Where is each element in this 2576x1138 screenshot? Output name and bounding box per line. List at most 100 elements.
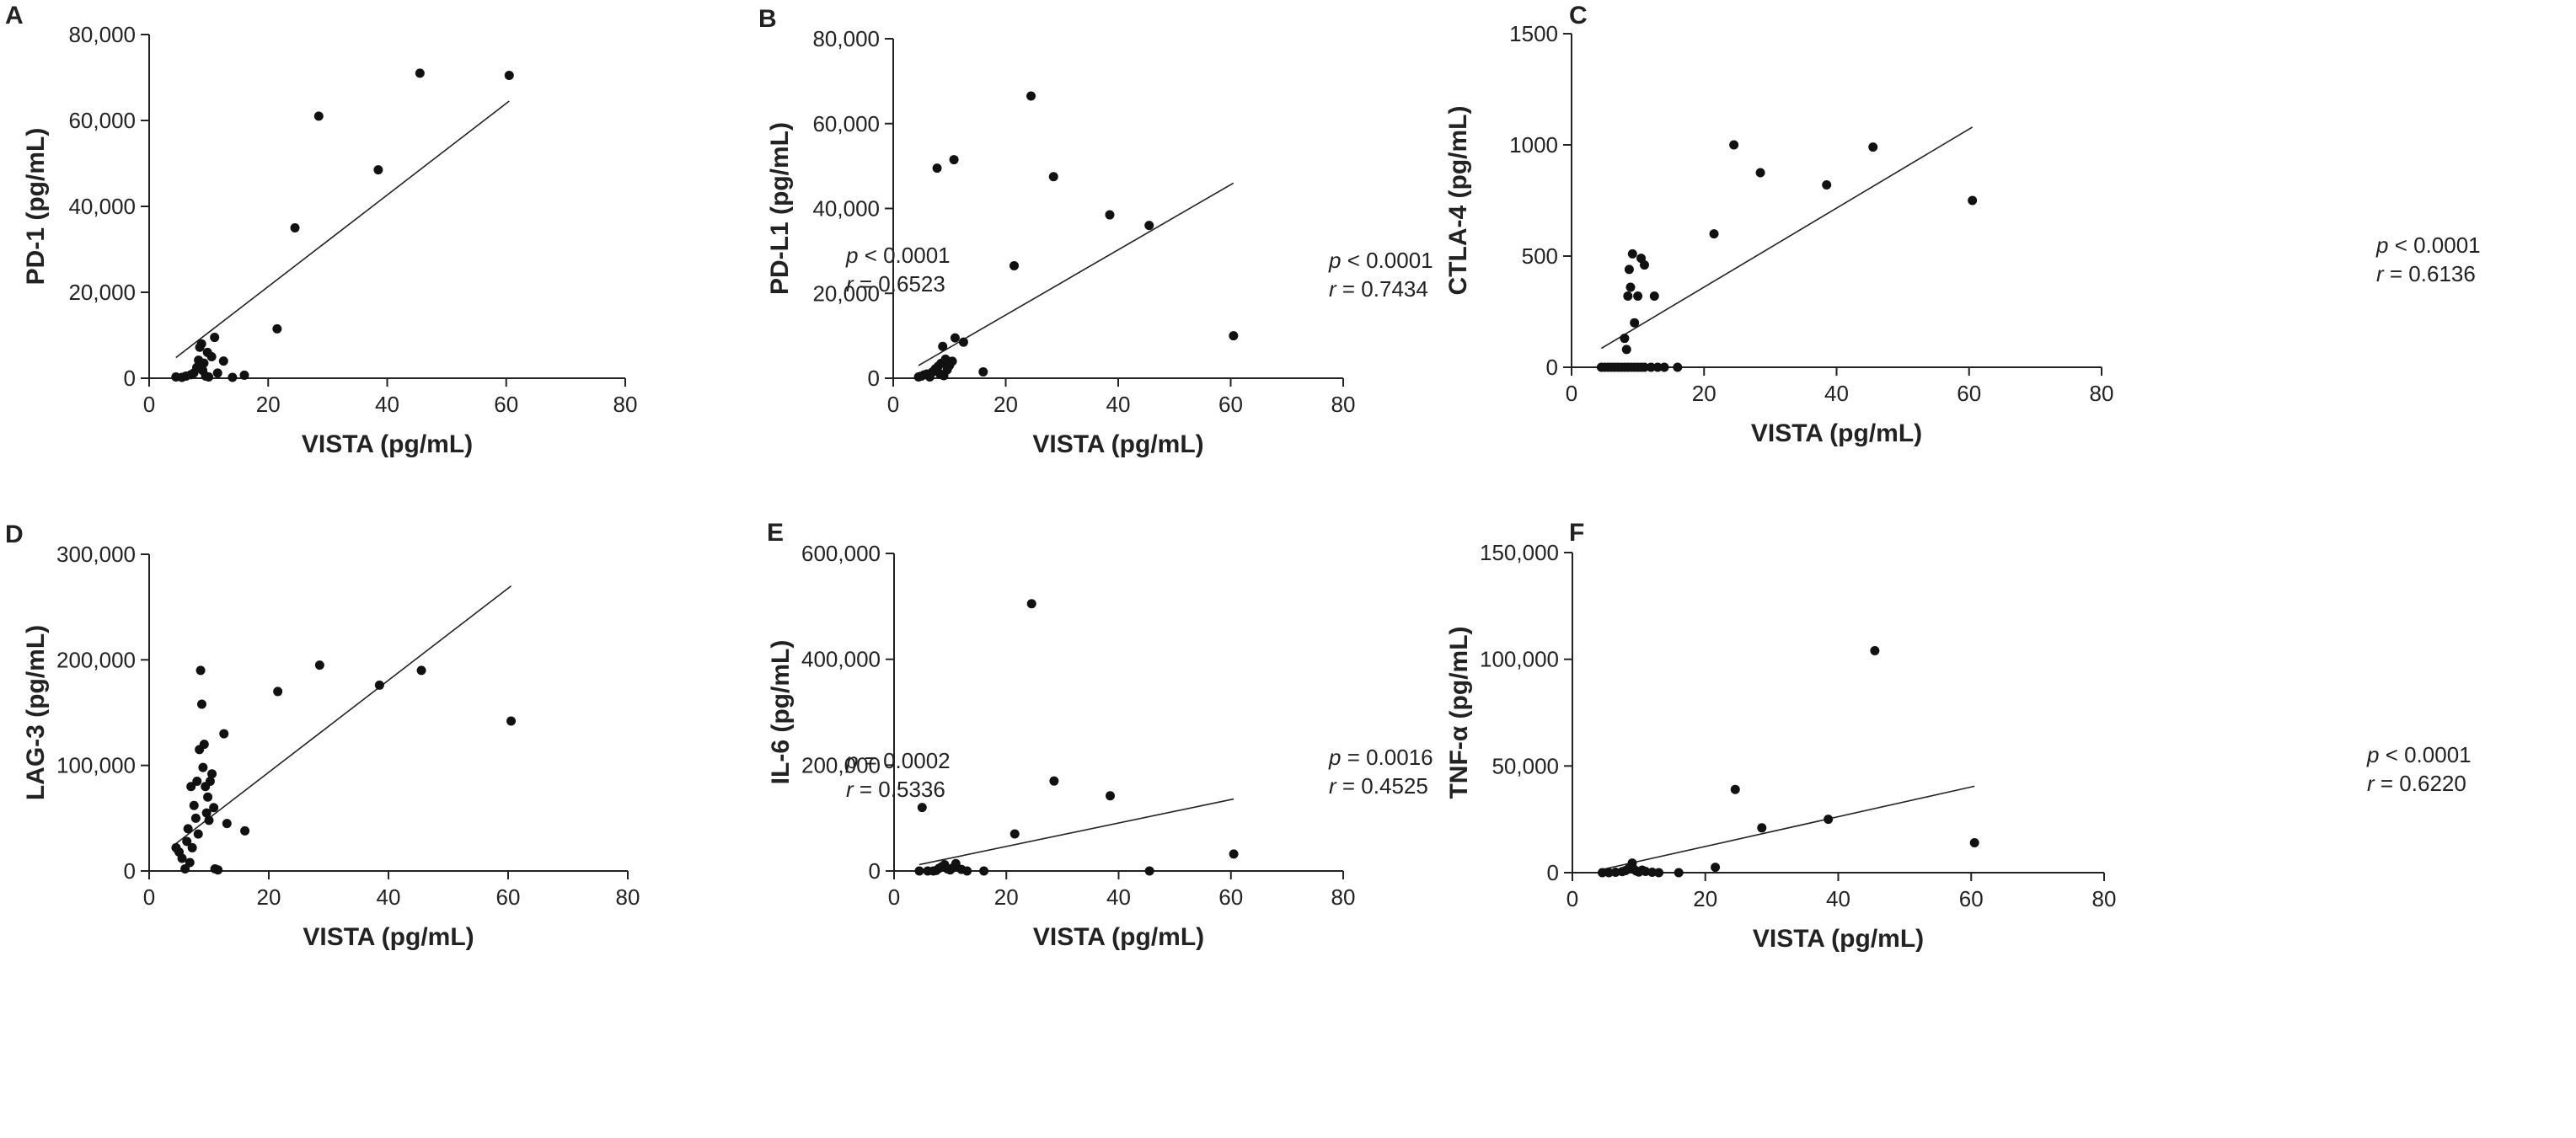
data-point [1673,362,1683,372]
y-axis-title: PD-L1 (pg/mL) [766,122,794,295]
data-point [199,358,209,368]
data-point [958,337,968,347]
y-axis-title: TNF-α (pg/mL) [1445,626,1473,799]
data-point [1229,849,1239,859]
data-point [1625,282,1636,292]
data-point [1870,646,1880,656]
data-point [1652,362,1663,372]
p-value-label: p < 0.0001 [1328,248,1433,273]
y-tick-label: 500 [1522,243,1558,269]
y-tick-label: 20,000 [68,280,136,305]
panel-letter: B [758,5,777,33]
data-point [1639,362,1649,372]
data-point [506,716,517,726]
data-point [1049,776,1059,786]
x-tick-label: 60 [494,392,518,417]
data-point [213,865,223,875]
data-point [273,687,283,697]
r-value-label: r = 0.6136 [2376,261,2476,286]
p-symbol: p [2375,232,2388,258]
data-point [1105,210,1115,220]
data-point [207,769,217,779]
x-tick-label: 20 [993,392,1018,417]
data-point [1646,362,1656,372]
y-axis-title: LAG-3 (pg/mL) [22,625,50,800]
x-tick-label: 40 [375,392,399,417]
data-point [196,339,206,349]
p-value-label: p < 0.0001 [845,243,951,268]
data-point [201,808,212,818]
x-tick-label: 80 [1331,392,1356,417]
r-value-label: r = 0.6220 [2367,771,2466,796]
y-tick-label: 400,000 [801,647,881,672]
data-point [180,863,190,874]
x-tick-label: 60 [1959,886,1984,911]
regression-line [1602,785,1975,870]
p-value-label: p = 0.0016 [1328,745,1433,770]
panel-e: E 0 20 40 60 80 0 200,000 400,000 600,000 VISTA (p… [767,519,1433,951]
data-point [1647,867,1658,877]
y-tick-label: 150,000 [1480,540,1559,565]
p-value: < 0.0001 [2388,232,2480,258]
r-value-label: r = 0.4525 [1329,773,1428,799]
r-symbol: r [846,271,854,297]
data-point [1229,331,1239,341]
x-tick-label: 40 [1106,392,1131,417]
x-axis-title: VISTA (pg/mL) [1753,925,1924,953]
data-point [1620,334,1630,344]
y-tick-label: 0 [1546,355,1558,380]
y-tick-label: 60,000 [68,108,136,133]
data-point [1144,866,1154,876]
x-axis-title: VISTA (pg/mL) [1032,430,1203,458]
regression-line [1600,126,1974,350]
panel-letter: C [1569,2,1588,29]
x-tick-label: 80 [2090,381,2114,406]
data-point [1630,318,1640,328]
data-point [195,665,206,676]
data-point [416,665,426,676]
data-point [182,836,192,847]
data-point [1659,362,1669,372]
y-tick-label: 100,000 [1480,647,1559,672]
data-point [951,858,961,868]
p-symbol: p [845,748,858,773]
data-point [204,815,214,825]
data-point [1968,195,1978,206]
data-point [373,165,383,175]
y-axis-title: PD-1 (pg/mL) [22,128,50,286]
data-point [1822,180,1832,190]
data-point [917,803,927,813]
x-tick-label: 0 [888,884,900,910]
x-axis-title: VISTA (pg/mL) [302,430,473,458]
data-point [186,782,196,792]
data-point [222,819,232,829]
y-tick-label: 40,000 [68,194,136,219]
p-symbol: p [2366,742,2379,767]
x-tick-label: 0 [887,392,899,417]
x-tick-label: 60 [496,884,521,910]
data-point [1010,261,1020,271]
p-value: < 0.0001 [1341,248,1433,273]
data-point [218,356,228,366]
y-tick-label: 600,000 [801,541,881,566]
data-point [1969,838,1979,848]
data-point [1621,345,1631,355]
y-axis-title: CTLA-4 (pg/mL) [1444,106,1472,296]
data-point [1730,784,1740,794]
r-value: = 0.5336 [854,777,945,802]
x-tick-label: 20 [256,392,281,417]
p-value-label: p < 0.0001 [2366,742,2472,767]
data-point [1623,291,1633,302]
data-point [205,776,215,786]
y-tick-label: 0 [1547,860,1559,885]
y-axis-title: IL-6 (pg/mL) [767,640,795,785]
y-tick-label: 100,000 [56,753,136,778]
data-point [240,825,250,836]
data-point [1711,863,1721,873]
p-value: < 0.0001 [858,243,950,268]
r-symbol: r [846,777,854,802]
data-point [228,372,238,382]
y-tick-label: 0 [124,858,136,884]
p-symbol: p [1328,745,1341,770]
x-tick-label: 60 [1218,884,1243,910]
